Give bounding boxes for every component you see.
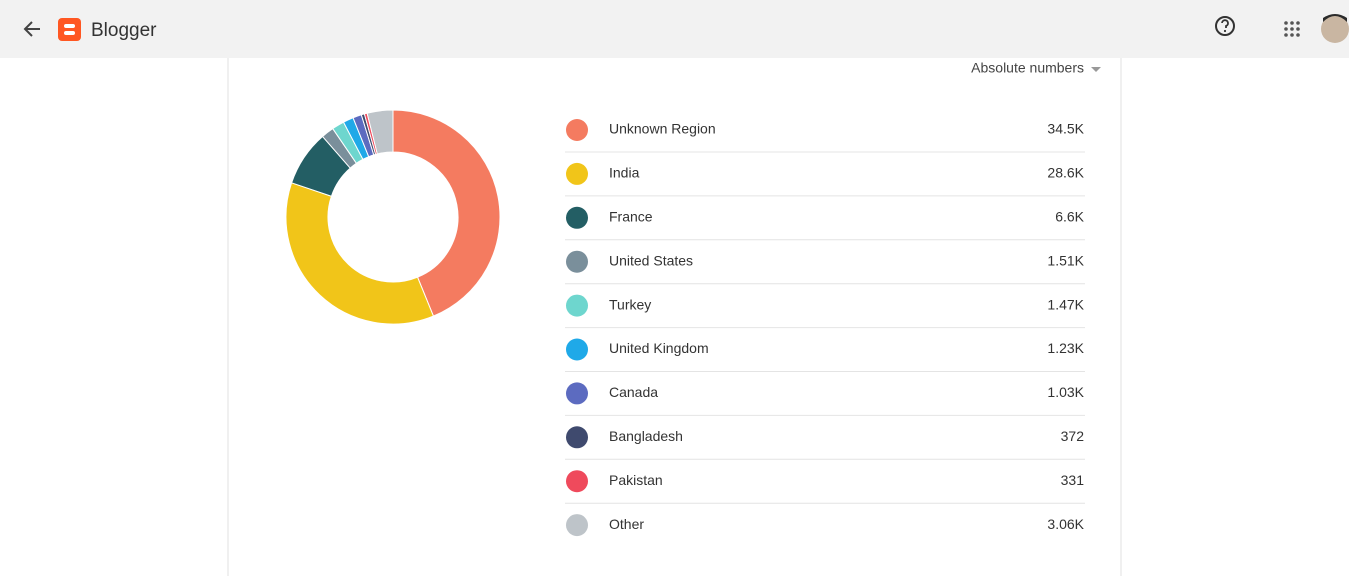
apps-button[interactable] [1284,21,1300,37]
back-button[interactable] [23,21,40,37]
logo-mark [64,24,75,28]
apps-dot [1290,27,1294,31]
apps-dot [1284,21,1288,25]
value-label: 1.47K [1047,296,1084,312]
legend-dot [566,294,588,317]
value-label: 372 [1061,428,1085,444]
legend: Unknown Region 34.5K India 28.6K France 6.6K U… [565,119,1085,537]
legend-dot [566,206,588,229]
donut-chart [285,109,501,325]
apps-dot [1296,33,1300,37]
legend-label: Bangladesh [609,428,683,444]
legend-dot [566,338,588,361]
legend-label: United States [609,252,693,268]
value-label: 1.51K [1047,252,1084,268]
apps-dot [1296,27,1300,31]
legend-dot [566,470,588,493]
top-bar [0,0,1349,58]
legend-label: Canada [609,384,658,400]
apps-dot [1284,27,1288,31]
back-arrow [23,21,40,37]
value-label: 3.06K [1047,516,1084,532]
legend-dot [566,250,588,273]
legend-dot [566,382,588,405]
logo-tile [58,18,81,41]
donut-slice [285,182,435,325]
legend-label: United Kingdom [609,340,709,356]
legend-dot [566,119,588,141]
avatar-hair [1323,14,1347,22]
legend-dot [566,514,588,537]
help-icon [1221,19,1229,28]
value-label: 1.03K [1047,384,1084,400]
help-button[interactable] [1215,16,1235,36]
value-label: 331 [1061,472,1085,488]
legend-label: Other [609,516,644,532]
apps-dot [1284,33,1288,37]
value-label: 6.6K [1055,209,1084,225]
logo-mark [64,31,75,35]
donut-slice [366,109,394,155]
legend-label: France [609,209,653,225]
legend-label: Pakistan [609,472,663,488]
value-label: 34.5K [1047,121,1084,137]
blogger-logo[interactable] [58,18,81,41]
apps-dot [1290,21,1294,25]
legend-label: India [609,165,640,181]
value-label: 28.6K [1047,165,1084,181]
avatar[interactable] [1321,14,1349,43]
legend-dot [566,162,588,185]
metric-dropdown[interactable]: Absolute numbers [971,60,1101,76]
legend-label: Turkey [609,296,651,312]
apps-dot [1290,33,1294,37]
apps-dot [1296,21,1300,25]
legend-label: Unknown Region [609,121,716,137]
value-label: 1.23K [1047,340,1084,356]
dropdown-caret [1091,67,1101,72]
dropdown-label: Absolute numbers [971,60,1084,76]
app-title: Blogger [91,20,157,41]
help-icon [1223,29,1227,33]
avatar-image [1321,15,1349,43]
donut-slice [392,109,501,317]
help-icon [1215,16,1235,36]
legend-dot [566,426,588,449]
